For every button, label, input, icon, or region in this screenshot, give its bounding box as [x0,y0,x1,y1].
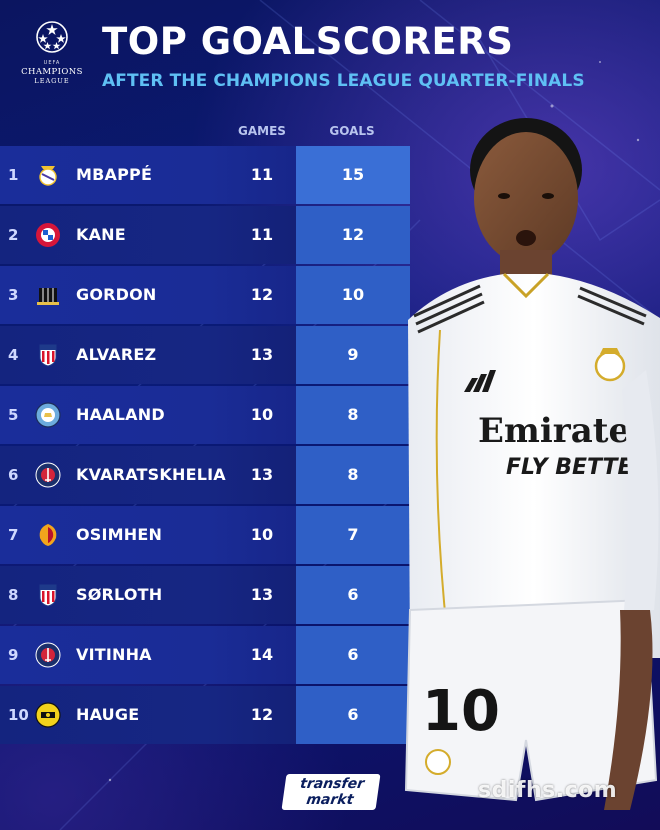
row-rank: 7 [8,526,19,544]
player-name: KVARATSKHELIA [76,465,226,484]
player-name: HAALAND [76,405,165,424]
galatasaray-crest-icon [39,524,57,546]
row-rank: 4 [8,346,19,364]
atletico-crest-icon [39,584,57,607]
psg-crest-icon [35,642,61,668]
games-value: 12 [250,705,274,724]
goals-value: 15 [341,165,365,184]
player-photo: Emirates FLY BETTER 10 [404,118,660,810]
table-row: 8 SØRLOTH 13 6 [0,566,410,624]
games-value: 11 [250,165,274,184]
goals-value: 7 [347,525,359,544]
row-rank: 9 [8,646,19,664]
page-title: TOP GOALSCORERS [102,20,514,63]
brand-line2: markt [305,792,355,808]
games-value: 13 [250,585,274,604]
player-name: GORDON [76,285,157,304]
psg-crest-icon [35,462,61,488]
games-value: 14 [250,645,274,664]
bayern-crest-icon [36,223,60,247]
row-rank: 2 [8,226,19,244]
games-value: 11 [250,225,274,244]
row-rank: 8 [8,586,19,604]
goals-value: 8 [347,405,359,424]
row-rank: 5 [8,406,19,424]
player-name: KANE [76,225,126,244]
atletico-crest-icon [39,344,57,367]
logo-league-text: LEAGUE [34,77,70,85]
shirt-tagline-text: FLY BETTER [506,455,650,480]
table-row: 4 ALVAREZ 13 9 [0,326,410,384]
real-madrid-crest-icon [39,166,57,186]
games-value: 10 [250,405,274,424]
table-row: 5 HAALAND 10 8 [0,386,410,444]
shirt-sponsor-text: Emirates [478,411,649,451]
row-rank: 1 [8,166,19,184]
games-value: 12 [250,285,274,304]
goals-value: 10 [341,285,365,304]
watermark: sdifhs.com [478,778,618,803]
champions-league-logo: UEFA CHAMPIONS LEAGUE [14,20,90,85]
starball-icon [36,21,68,53]
player-name: MBAPPÉ [76,165,153,184]
player-name: ALVAREZ [76,345,157,364]
games-value: 13 [250,465,274,484]
table-row: 7 OSIMHEN 10 7 [0,506,410,564]
row-rank: 3 [8,286,19,304]
logo-uefa-text: UEFA [43,60,61,66]
table-row: 2 KANE 11 12 [0,206,410,264]
player-name: HAUGE [76,705,140,724]
logo-champions-text: CHAMPIONS [21,67,83,77]
page-subtitle: AFTER THE CHAMPIONS LEAGUE QUARTER-FINAL… [102,71,585,91]
bodo-glimt-crest-icon [35,702,61,728]
table-row: 10 HAUGE 12 6 [0,686,410,744]
player-name: OSIMHEN [76,525,163,544]
row-rank: 10 [8,706,29,724]
player-name: SØRLOTH [76,585,163,604]
games-value: 13 [250,345,274,364]
table-row: 9 VITINHA 14 6 [0,626,410,684]
table-row: 6 KVARATSKHELIA 13 8 [0,446,410,504]
man-city-crest-icon [35,402,61,428]
goals-value: 8 [347,465,359,484]
newcastle-crest-icon [37,288,59,305]
games-value: 10 [250,525,274,544]
goals-value: 6 [347,645,359,664]
goals-value: 6 [347,705,359,724]
table-row: 3 GORDON 12 10 [0,266,410,324]
goals-value: 6 [347,585,359,604]
column-header-goals: GOALS [329,124,375,138]
goals-value: 9 [347,345,359,364]
goals-value: 12 [341,225,365,244]
transfermarkt-logo: transfer markt [281,774,381,810]
row-rank: 6 [8,466,19,484]
column-header-games: GAMES [238,124,286,138]
brand-line1: transfer [299,776,366,792]
table-row: 1 MBAPPÉ 11 15 [0,146,410,204]
player-name: VITINHA [76,645,152,664]
shorts-number-text: 10 [422,679,500,744]
